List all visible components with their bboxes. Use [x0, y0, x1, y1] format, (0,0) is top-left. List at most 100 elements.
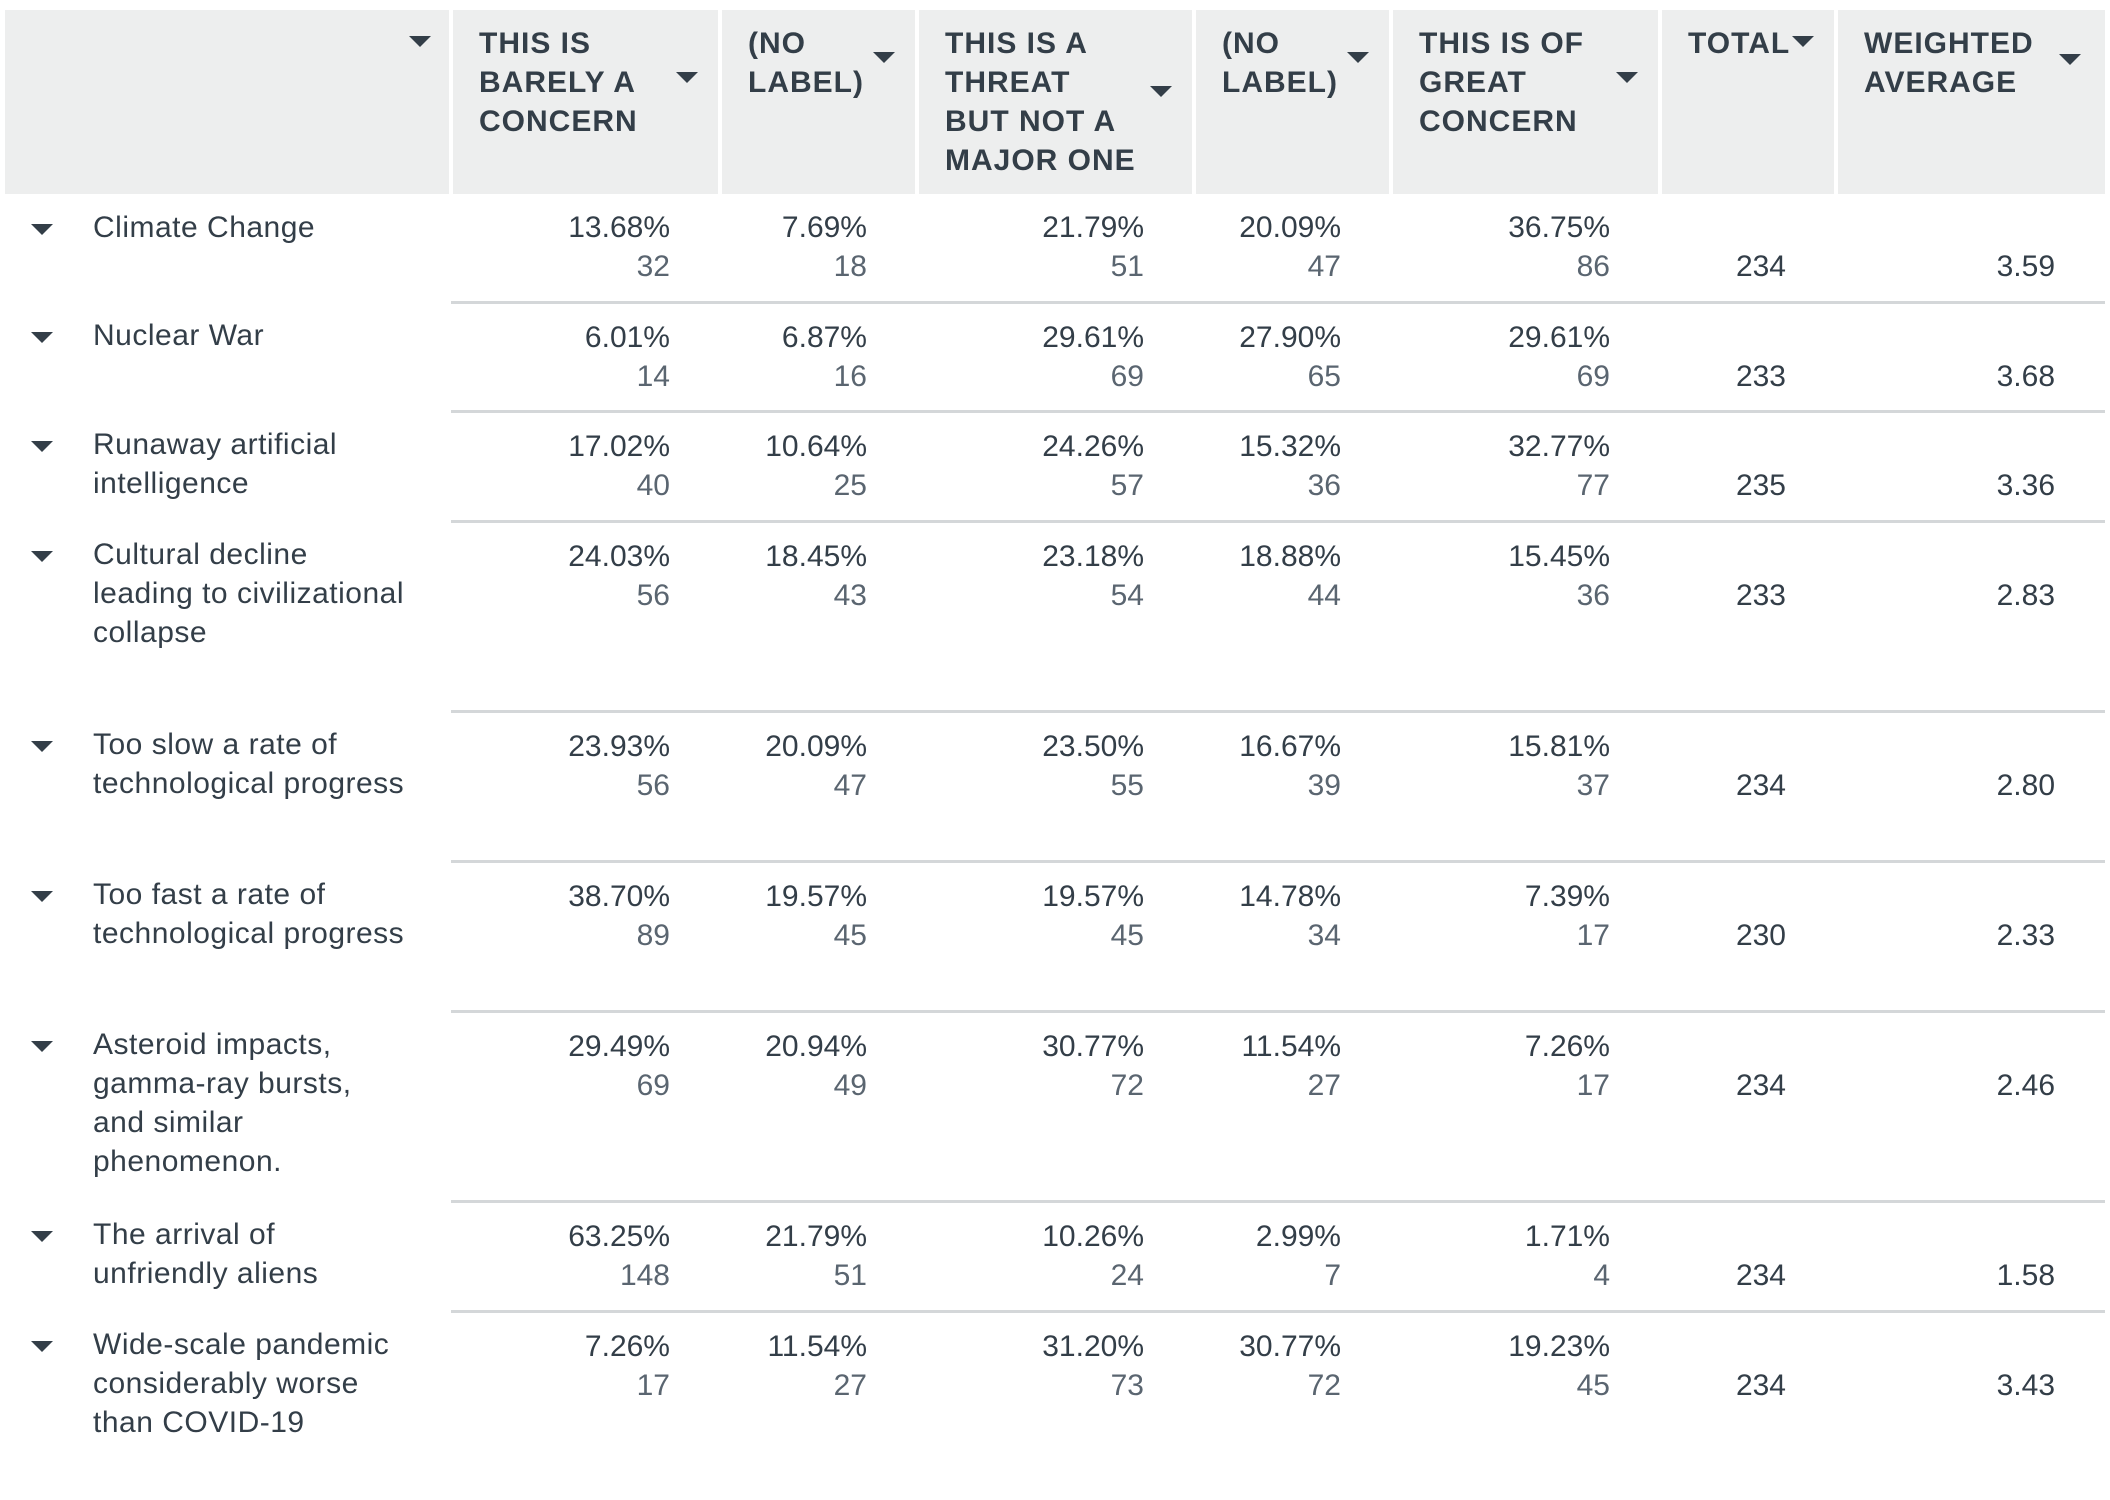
- answer-cell: 15.45% 36: [1391, 519, 1660, 711]
- percent-value: 15.45%: [1508, 539, 1610, 573]
- column-header-label: TOTAL: [1688, 27, 1791, 60]
- row-label: Cultural decline leading to civilization…: [93, 538, 405, 649]
- percent-value: 21.79%: [765, 1219, 867, 1253]
- row-expand-caret-down-icon[interactable]: [31, 891, 53, 902]
- answer-cell: 38.70% 89: [451, 859, 720, 1011]
- sort-caret-down-icon[interactable]: [1616, 72, 1638, 83]
- percent-value: 27.90%: [1239, 320, 1341, 354]
- weighted-average-value: 2.83: [1836, 519, 2105, 711]
- percent-value: 19.57%: [1042, 879, 1144, 913]
- row-label: Runaway artificial intelligence: [93, 428, 338, 500]
- row-expand-caret-down-icon[interactable]: [31, 741, 53, 752]
- percent-value: 29.61%: [1042, 320, 1144, 354]
- row-expand-caret-down-icon[interactable]: [31, 224, 53, 235]
- weighted-average-value: 2.33: [1836, 859, 2105, 1011]
- answer-cell: 1.71% 4: [1391, 1199, 1660, 1311]
- sort-caret-down-icon[interactable]: [409, 36, 431, 47]
- row-label: The arrival of unfriendly aliens: [93, 1218, 319, 1290]
- percent-value: 23.18%: [1042, 539, 1144, 573]
- weighted-average-value: 3.36: [1836, 409, 2105, 521]
- answer-cell: 27.90% 65: [1194, 300, 1391, 411]
- percent-value: 29.49%: [568, 1029, 670, 1063]
- percent-value: 16.67%: [1239, 729, 1341, 763]
- answer-cell: 15.32% 36: [1194, 409, 1391, 521]
- answer-cell: 29.61% 69: [1391, 300, 1660, 411]
- response-count: 65: [1307, 359, 1341, 393]
- percent-value: 36.75%: [1508, 211, 1610, 244]
- sort-caret-down-icon[interactable]: [873, 52, 895, 63]
- table-row: Asteroid impacts, gamma-ray bursts, and …: [5, 1009, 2105, 1201]
- column-header-threat_minor[interactable]: THIS IS A THREAT BUT NOT A MAJOR ONE: [917, 10, 1196, 194]
- percent-value: 2.99%: [1255, 1219, 1341, 1253]
- percent-value: 63.25%: [568, 1219, 670, 1253]
- row-label-cell: Asteroid impacts, gamma-ray bursts, and …: [5, 1011, 451, 1201]
- answer-cell: 15.81% 37: [1391, 709, 1660, 861]
- row-label-cell: Climate Change: [5, 194, 451, 302]
- row-expand-caret-down-icon[interactable]: [31, 1341, 53, 1352]
- weighted-average-value: 1.58: [1836, 1199, 2105, 1311]
- column-header-nolabel1[interactable]: (NO LABEL): [720, 10, 919, 194]
- row-expand-caret-down-icon[interactable]: [31, 1231, 53, 1242]
- row-label: Asteroid impacts, gamma-ray bursts, and …: [93, 1028, 352, 1178]
- row-expand-caret-down-icon[interactable]: [31, 1041, 53, 1052]
- sort-caret-down-icon[interactable]: [676, 72, 698, 83]
- total-value: 233: [1660, 519, 1836, 711]
- response-count: 51: [833, 1258, 867, 1292]
- answer-cell: 20.94% 49: [720, 1009, 917, 1201]
- percent-value: 11.54%: [1241, 1029, 1341, 1063]
- percent-value: 7.69%: [781, 211, 867, 244]
- sort-caret-down-icon[interactable]: [1347, 52, 1369, 63]
- percent-value: 29.61%: [1508, 320, 1610, 354]
- percent-value: 13.68%: [568, 211, 670, 244]
- answer-cell: 30.77% 72: [917, 1009, 1194, 1201]
- column-header-total[interactable]: TOTAL: [1660, 10, 1838, 194]
- response-count: 77: [1576, 468, 1610, 502]
- column-header-wavg[interactable]: WEIGHTED AVERAGE: [1836, 10, 2105, 194]
- percent-value: 18.88%: [1239, 539, 1341, 573]
- column-header-great[interactable]: THIS IS OF GREAT CONCERN: [1391, 10, 1662, 194]
- percent-value: 15.32%: [1239, 429, 1341, 463]
- answer-cell: 6.01% 14: [451, 300, 720, 411]
- response-count: 72: [1110, 1068, 1144, 1102]
- response-count: 40: [636, 468, 670, 502]
- percent-value: 18.45%: [765, 539, 867, 573]
- response-count: 43: [833, 578, 867, 612]
- column-header-label: THIS IS OF GREAT CONCERN: [1419, 27, 1585, 138]
- response-count: 86: [1576, 250, 1610, 283]
- answer-cell: 32.77% 77: [1391, 409, 1660, 521]
- column-header-label[interactable]: [5, 10, 453, 194]
- sort-caret-down-icon[interactable]: [1150, 86, 1172, 97]
- percent-value: 21.79%: [1042, 211, 1144, 244]
- percent-value: 32.77%: [1508, 429, 1610, 463]
- column-header-nolabel2[interactable]: (NO LABEL): [1194, 10, 1393, 194]
- response-count: 47: [833, 768, 867, 802]
- total-value: 234: [1660, 1009, 1836, 1201]
- percent-value: 6.01%: [584, 320, 670, 354]
- table-row: Runaway artificial intelligence 17.02% 40 1…: [5, 409, 2105, 521]
- total-value: 233: [1660, 300, 1836, 411]
- row-expand-caret-down-icon[interactable]: [31, 441, 53, 452]
- response-count: 45: [1110, 918, 1144, 952]
- row-expand-caret-down-icon[interactable]: [31, 551, 53, 562]
- total-value: 235: [1660, 409, 1836, 521]
- answer-cell: 10.26% 24: [917, 1199, 1194, 1311]
- row-expand-caret-down-icon[interactable]: [31, 332, 53, 343]
- sort-caret-down-icon[interactable]: [2059, 54, 2081, 65]
- response-count: 17: [1576, 1068, 1610, 1102]
- answer-cell: 23.50% 55: [917, 709, 1194, 861]
- answer-cell: 21.79% 51: [720, 1199, 917, 1311]
- column-header-barely[interactable]: THIS IS BARELY A CONCERN: [451, 10, 722, 194]
- percent-value: 6.87%: [781, 320, 867, 354]
- percent-value: 24.03%: [568, 539, 670, 573]
- percent-value: 20.09%: [1239, 211, 1341, 244]
- response-count: 7: [1324, 1258, 1341, 1292]
- percent-value: 19.57%: [765, 879, 867, 913]
- table-row: Wide-scale pandemic considerably worse t…: [5, 1309, 2105, 1481]
- answer-cell: 30.77% 72: [1194, 1309, 1391, 1481]
- response-count: 25: [833, 468, 867, 502]
- table-row: Too fast a rate of technological progres…: [5, 859, 2105, 1011]
- response-count: 72: [1307, 1368, 1341, 1402]
- sort-caret-down-icon[interactable]: [1792, 36, 1814, 47]
- column-header-label: THIS IS BARELY A CONCERN: [479, 27, 638, 138]
- response-count: 56: [636, 578, 670, 612]
